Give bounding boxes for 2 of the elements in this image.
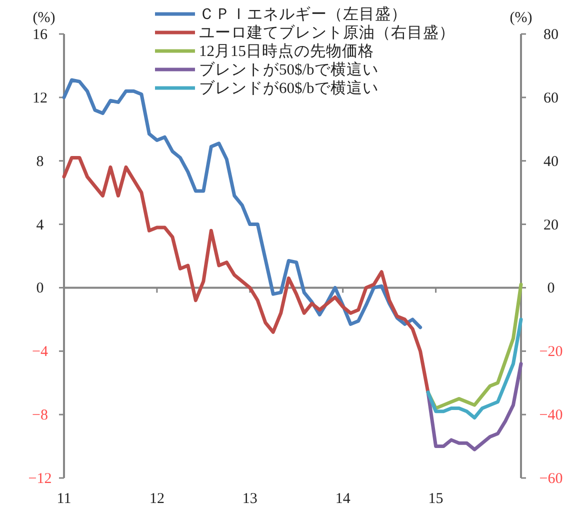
y2label: (%)	[510, 10, 532, 26]
ylabel: (%)	[32, 10, 56, 26]
